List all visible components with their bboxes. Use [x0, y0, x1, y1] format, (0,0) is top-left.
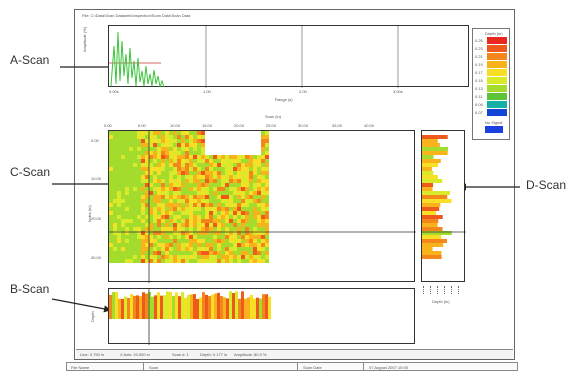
c-scan-x-tick: 0.00: [104, 123, 112, 128]
legend-swatch: [487, 53, 507, 60]
legend-swatch: [487, 37, 507, 44]
a-scan-x-tick: 1.00: [203, 89, 211, 94]
c-scan-x-tick: 40.00: [364, 123, 375, 128]
legend-entry-label: 0.23: [475, 46, 483, 51]
c-scan-y-tick: 30.00: [91, 255, 102, 260]
legend-swatch: [487, 85, 507, 92]
a-scan-plot: [109, 26, 399, 88]
legend-entry-label: 0.09: [475, 102, 483, 107]
d-scan-tick-mark: [430, 286, 435, 294]
legend-entry-label: 0.07: [475, 110, 483, 115]
c-scan-x-tick: 15.00: [202, 123, 213, 128]
legend-no-signal-label: No Signal: [485, 120, 503, 125]
c-scan-y-tick: 20.00: [91, 216, 102, 221]
footer-date: 07 August 2007 10:00: [369, 365, 408, 370]
status-bar: Line: 0.750 in X Axis: 20.000 in Scan #:…: [76, 349, 513, 359]
footer-bar: File Name Scan Scan Date 07 August 2007 …: [66, 362, 518, 371]
status-line: Line: 0.750 in: [80, 352, 105, 357]
a-scan-x-tick: 2.00: [299, 89, 307, 94]
status-x-axis: X Axis: 20.000 in: [120, 352, 150, 357]
b-scan-panel[interactable]: [108, 288, 415, 345]
a-scan-x-tick: 3.00s: [393, 89, 403, 94]
c-scan-x-tick: 35.00: [332, 123, 343, 128]
status-depth: Depth: 0.177 in: [200, 352, 228, 357]
status-amplitude: Amplitude: 80.0 %: [234, 352, 267, 357]
c-scan-y-tick: 10.00: [91, 176, 102, 181]
c-scan-x-tick: 25.00: [266, 123, 277, 128]
legend-swatch: [487, 109, 507, 116]
d-scan-tick-mark: [437, 286, 442, 294]
a-scan-waveform: [110, 31, 165, 88]
c-scan-y-tick: 0.00: [91, 138, 99, 143]
a-scan-x-label: Range (s): [275, 97, 293, 102]
b-scan-callout: B-Scan: [10, 282, 50, 296]
d-scan-x-label: Depth (in): [432, 299, 450, 304]
d-scan-tick-mark: [444, 286, 449, 294]
legend-swatch: [487, 93, 507, 100]
c-scan-callout: C-Scan: [10, 165, 51, 179]
d-scan-callout: D-Scan: [526, 178, 567, 192]
footer-scan: Scan: [149, 365, 159, 370]
d-scan-tick-mark: [451, 286, 456, 294]
a-scan-callout: A-Scan: [10, 53, 50, 67]
c-scan-x-label: Scan (in): [265, 114, 282, 119]
d-scan-panel[interactable]: [421, 130, 466, 282]
legend-swatch: [487, 61, 507, 68]
window-title: File: C:\Data\Scan Datasets\Inspection\S…: [82, 13, 191, 18]
legend-entry-label: 0.15: [475, 78, 483, 83]
footer-scan-date-label: Scan Date: [303, 365, 322, 370]
d-scan-tick-mark: [423, 286, 428, 294]
legend-swatch: [487, 69, 507, 76]
b-scan-image: [109, 289, 271, 345]
footer-file-name: File Name: [71, 365, 90, 370]
legend-swatch: [487, 45, 507, 52]
b-scan-y-label: Depth: [90, 311, 95, 322]
b-scan-arrow: [51, 298, 112, 313]
legend-no-signal-swatch: [485, 126, 503, 133]
legend-entry-label: 0.25: [475, 38, 483, 43]
c-scan-x-tick: 30.00: [298, 123, 309, 128]
a-scan-x-tick: 0.00s: [109, 89, 119, 94]
c-scan-image: [109, 131, 416, 283]
d-scan-tick-mark: [458, 286, 463, 294]
d-scan-image: [422, 135, 466, 259]
legend-swatch: [487, 101, 507, 108]
c-scan-x-tick: 5.00: [138, 123, 146, 128]
a-scan-y-label: Amplitude (%): [82, 26, 87, 52]
c-scan-x-tick: 10.00: [170, 123, 181, 128]
legend-entry-label: 0.19: [475, 62, 483, 67]
legend-entry-label: 0.17: [475, 70, 483, 75]
legend-entry-label: 0.11: [475, 94, 483, 99]
c-scan-panel[interactable]: [108, 130, 416, 283]
a-scan-panel[interactable]: [108, 25, 469, 88]
legend-entry-label: 0.13: [475, 86, 483, 91]
status-scan: Scan #: 1: [172, 352, 189, 357]
legend-title: Depth (in): [485, 31, 503, 36]
depth-legend: Depth (in) 0.25 0.23 0.21 0.19 0.17 0.15 0.13 0…: [472, 28, 510, 140]
legend-entry-label: 0.21: [475, 54, 483, 59]
legend-swatch: [487, 77, 507, 84]
c-scan-x-tick: 20.00: [234, 123, 245, 128]
